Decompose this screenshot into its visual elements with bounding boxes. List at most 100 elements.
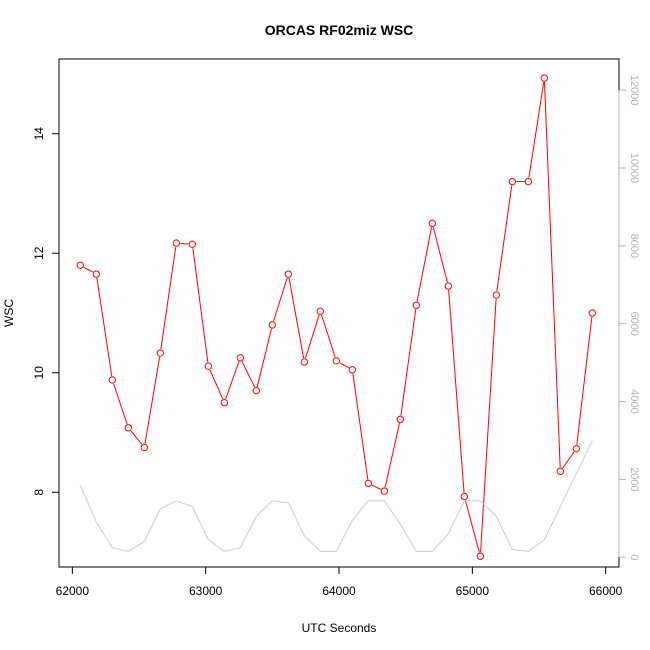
series-line-segment	[335, 520, 353, 552]
y-tick-label: 14	[32, 127, 46, 141]
x-tick-label: 64000	[322, 584, 356, 598]
data-point	[236, 354, 245, 362]
series-line-segment	[160, 246, 177, 350]
data-point	[540, 74, 549, 82]
data-point	[492, 291, 501, 299]
data-point	[396, 415, 405, 424]
series-line-segment	[575, 440, 593, 474]
series-line-segment	[288, 277, 305, 359]
series-line-segment	[576, 316, 593, 445]
data-point	[380, 487, 389, 495]
series-line-segment	[79, 485, 97, 523]
y-tick-label: 12	[32, 246, 46, 260]
data-point	[92, 270, 101, 278]
series-line-segment	[495, 516, 513, 550]
data-point	[428, 219, 437, 228]
series-line-segment	[83, 266, 94, 273]
series-line-segment	[559, 473, 577, 507]
y2-tick-label: 6000	[628, 311, 640, 335]
series-2	[79, 440, 593, 552]
data-point	[476, 552, 485, 560]
data-point	[316, 307, 325, 315]
series-line-segment	[113, 383, 128, 425]
series-line-segment	[448, 290, 465, 493]
data-point	[188, 240, 197, 248]
data-point	[588, 309, 597, 317]
x-tick-label: 65000	[456, 584, 490, 598]
series-line-segment	[447, 500, 465, 535]
y2-tick-label: 2000	[628, 467, 640, 491]
series-line-segment	[512, 548, 529, 552]
series-line-segment	[191, 506, 209, 540]
y-tick-label: 8	[32, 489, 46, 496]
series-line-segment	[160, 500, 177, 510]
series-line-segment	[352, 373, 369, 480]
series-line-segment	[208, 539, 225, 552]
series-line-segment	[528, 539, 545, 552]
series-line-segment	[480, 299, 497, 553]
series-line-segment	[432, 227, 448, 283]
data-point	[140, 443, 149, 452]
series-line-segment	[180, 242, 189, 245]
series-line-segment	[176, 500, 193, 508]
y2-tick-label: 10000	[628, 153, 640, 184]
data-point	[124, 424, 133, 432]
series-line-segment	[256, 328, 272, 387]
series-line-segment	[303, 535, 321, 552]
series-line-segment	[543, 82, 561, 468]
data-point	[220, 398, 229, 407]
series-line-segment	[130, 430, 143, 445]
series-line-segment	[383, 500, 401, 525]
data-point	[204, 362, 213, 370]
series-1	[76, 74, 597, 560]
series-line-segment	[479, 500, 497, 517]
y2-tick-label: 12000	[628, 75, 640, 106]
series-line-segment	[112, 547, 129, 552]
data-point	[364, 479, 373, 488]
data-point	[508, 177, 517, 186]
data-point	[556, 467, 565, 476]
series-line-segment	[339, 362, 350, 369]
series-line-segment	[400, 309, 417, 416]
x-tick-label: 66000	[589, 584, 623, 598]
series-line-segment	[239, 516, 257, 548]
series-line-segment	[351, 500, 369, 521]
series-line-segment	[143, 508, 161, 542]
data-point	[172, 239, 181, 247]
series-line-segment	[273, 277, 288, 322]
series-line-segment	[128, 541, 145, 552]
series-layer	[76, 74, 597, 560]
data-point	[460, 492, 469, 501]
data-point	[572, 444, 581, 453]
series-line-segment	[399, 523, 417, 552]
data-point	[156, 349, 165, 357]
x-axis-label: UTC Seconds	[302, 621, 377, 635]
y2-tick-label: 8000	[628, 234, 640, 258]
series-line-segment	[241, 361, 256, 388]
series-line-segment	[96, 278, 113, 377]
data-point	[300, 358, 309, 366]
series-line-segment	[543, 506, 561, 540]
y-axis-left: 8 10 12 14	[32, 127, 60, 496]
chart-title: ORCAS RF02miz WSC	[265, 22, 414, 38]
data-point	[444, 282, 453, 290]
series-line-segment	[464, 500, 480, 553]
series-line-segment	[371, 484, 381, 490]
series-line-segment	[224, 547, 241, 552]
data-point	[268, 321, 277, 329]
data-point	[348, 366, 357, 374]
y2-tick-label: 4000	[628, 389, 640, 413]
series-line-segment	[95, 521, 113, 548]
series-line-segment	[209, 369, 224, 400]
series-line-segment	[255, 500, 273, 517]
y-axis-label: WSC	[2, 299, 16, 327]
series-line-segment	[225, 361, 240, 400]
series-line-segment	[496, 185, 513, 292]
y-tick-label: 10	[32, 366, 46, 380]
series-line-segment	[287, 502, 305, 537]
data-point	[412, 301, 421, 309]
series-line-segment	[528, 82, 545, 178]
series-line-segment	[321, 314, 336, 358]
series-line-segment	[562, 451, 575, 469]
